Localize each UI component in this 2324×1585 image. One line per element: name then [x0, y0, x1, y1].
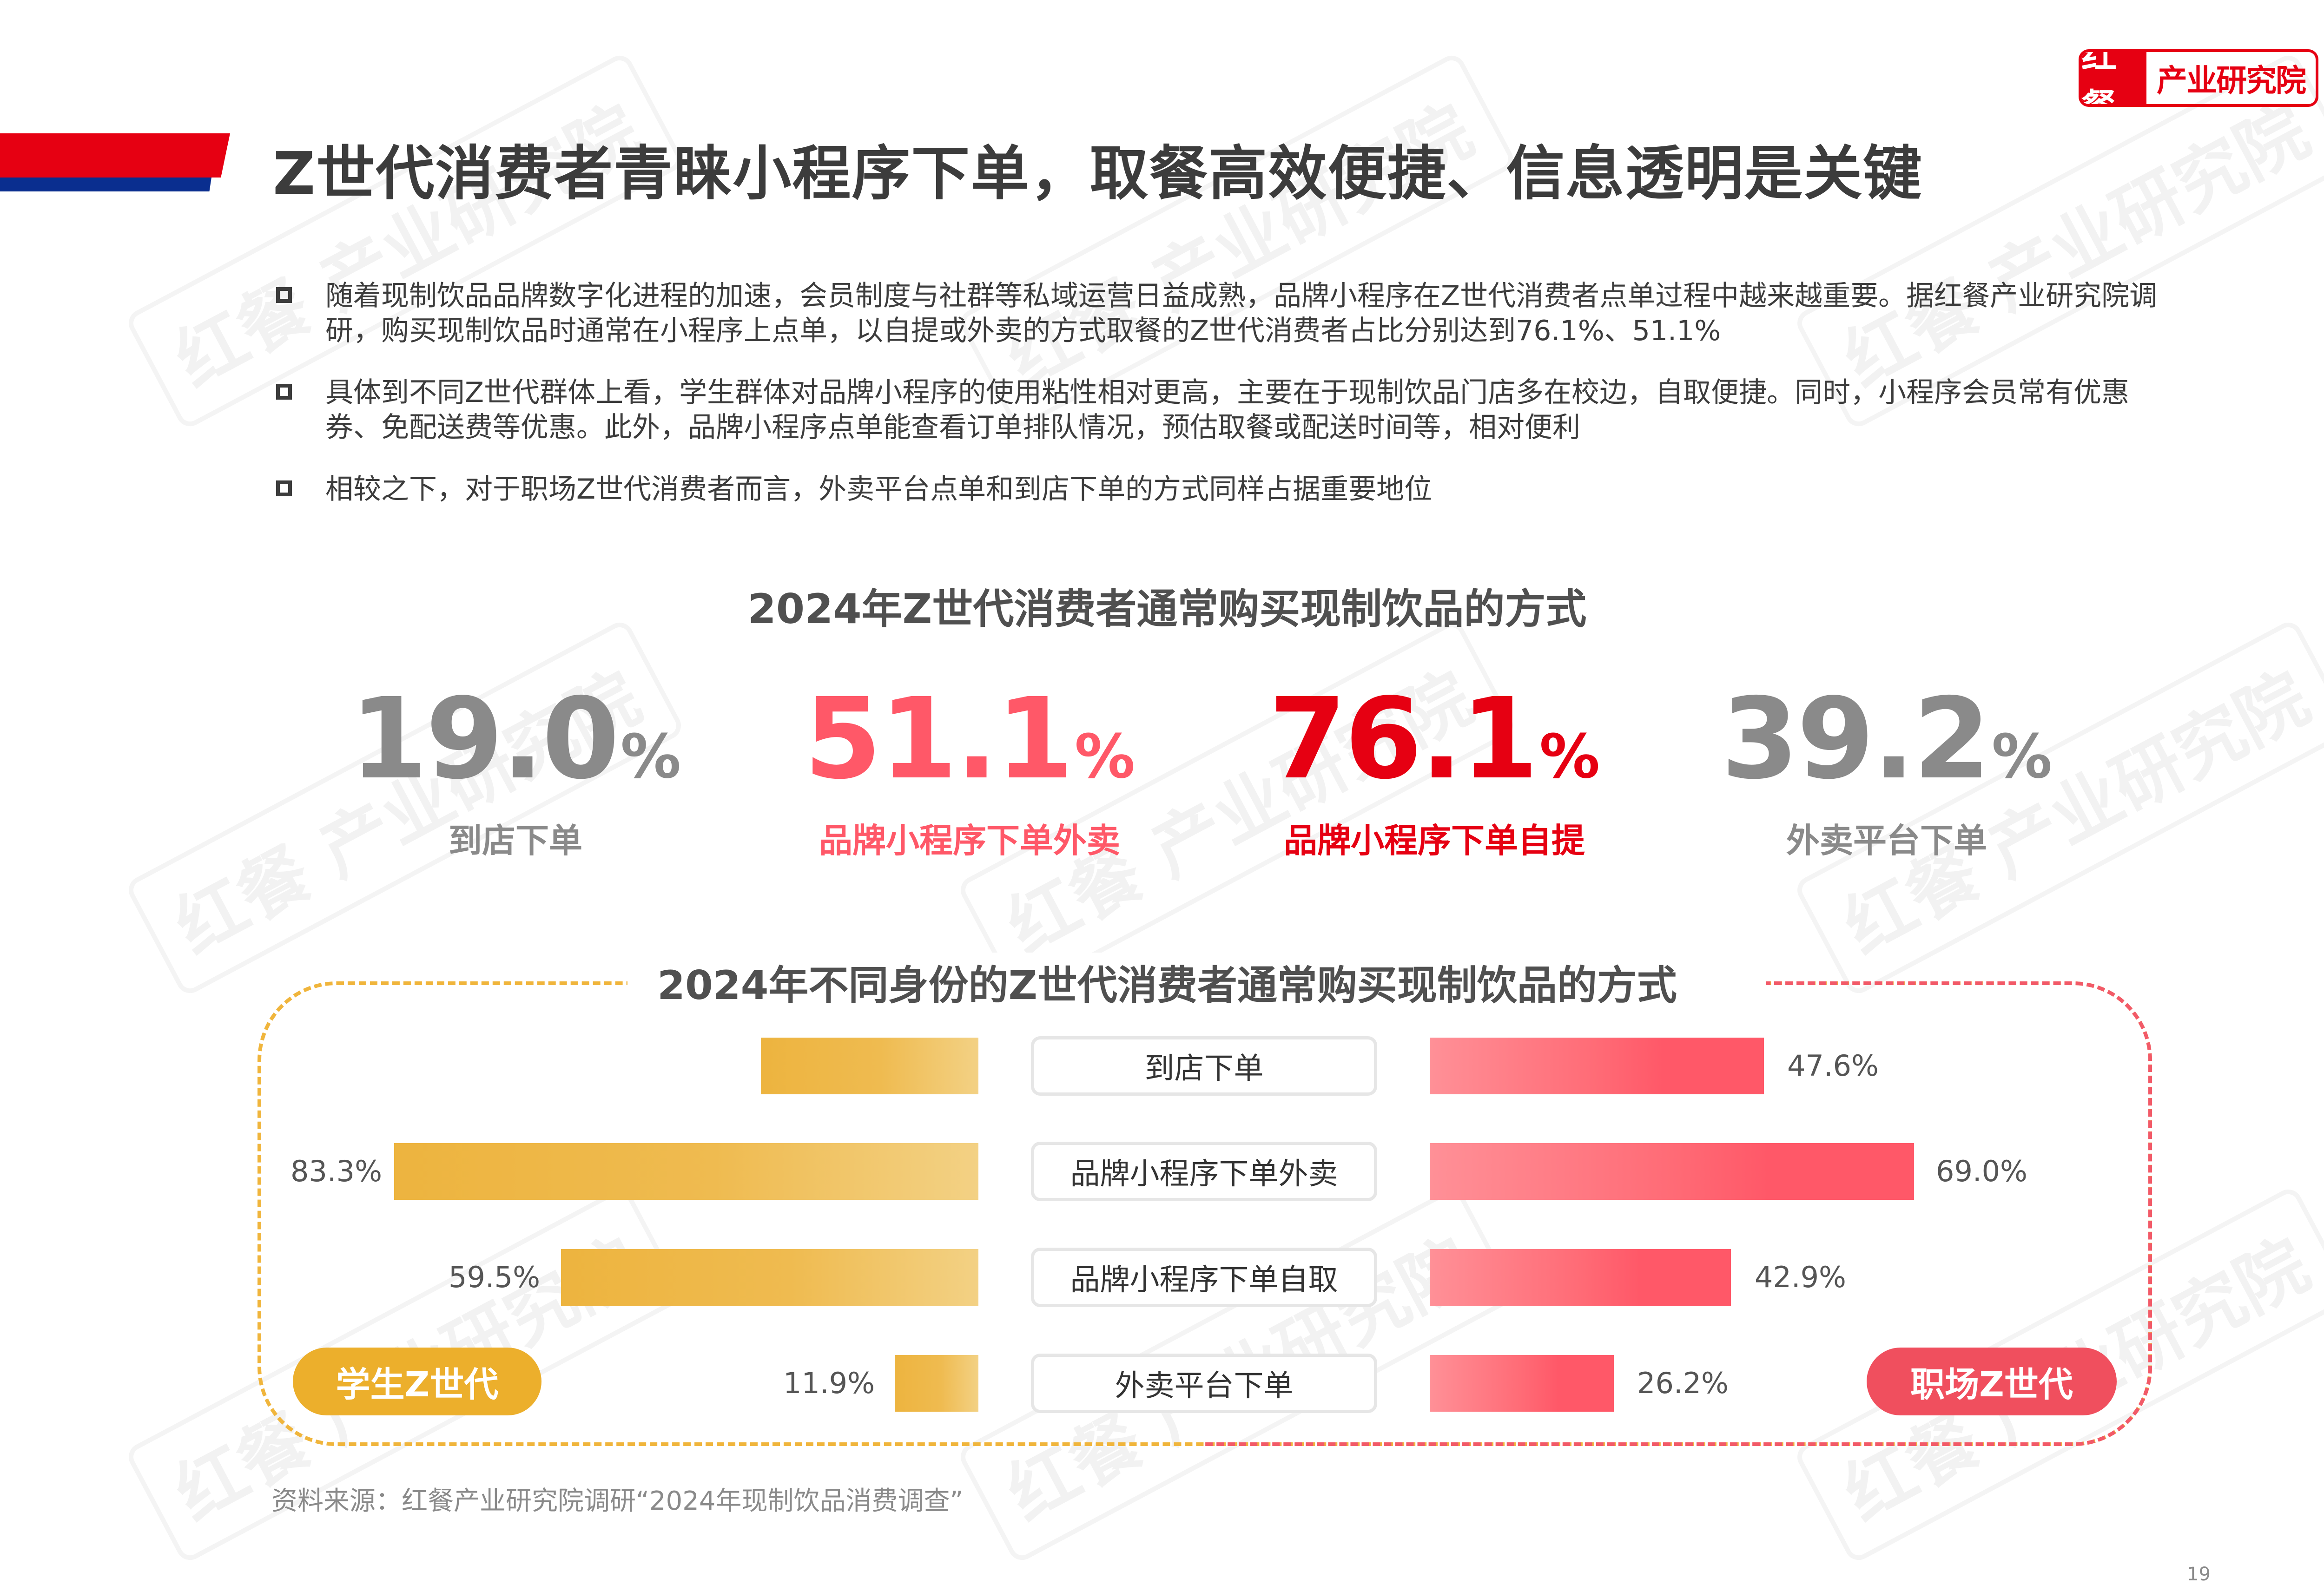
page-number: 19: [2187, 1564, 2211, 1585]
student-bar: [561, 1249, 978, 1306]
student-value: 83.3%: [290, 1154, 382, 1188]
square-bullet-icon: [276, 480, 292, 496]
bullet-text: 随着现制饮品品牌数字化进程的加速，会员制度与社群等私域运营日益成熟，品牌小程序在…: [325, 280, 2158, 347]
worker-value: 26.2%: [1637, 1366, 1729, 1400]
worker-bar: [1430, 1355, 1614, 1412]
stats-chart-title: 2024年Z世代消费者通常购买现制饮品的方式: [747, 585, 1587, 633]
comparison-row: 11.9% 外卖平台下单 26.2%: [0, 1354, 2324, 1413]
comparison-chart-title: 2024年不同身份的Z世代消费者通常购买现制饮品的方式: [657, 962, 1677, 1009]
stat-value-line: 76.1%: [1225, 683, 1644, 795]
student-value: 59.5%: [449, 1260, 540, 1294]
bullet-list: 随着现制饮品品牌数字化进程的加速，会员制度与社群等私域运营日益成熟，品牌小程序在…: [276, 279, 2159, 534]
worker-value: 69.0%: [1936, 1154, 2027, 1188]
header-accent-blue: [0, 178, 211, 191]
category-label: 到店下单: [1031, 1036, 1377, 1096]
student-bar: [761, 1038, 978, 1094]
stat-card: 51.1% 品牌小程序下单外卖: [760, 683, 1179, 862]
stat-percent: %: [1539, 721, 1600, 792]
logo-mark: 红餐: [2081, 52, 2146, 104]
bullet-item: 具体到不同Z世代群体上看，学生群体对品牌小程序的使用粘性相对更高，主要在于现制饮…: [276, 375, 2159, 445]
stat-value-line: 39.2%: [1677, 683, 2096, 795]
worker-bar: [1430, 1038, 1764, 1094]
worker-value: 42.9%: [1755, 1260, 1846, 1294]
category-label: 品牌小程序下单自取: [1031, 1248, 1377, 1307]
stat-label: 外卖平台下单: [1786, 821, 1987, 860]
stat-value-line: 51.1%: [760, 683, 1179, 795]
stat-card: 39.2% 外卖平台下单: [1677, 683, 2096, 862]
comparison-row: 59.5% 品牌小程序下单自取 42.9%: [0, 1248, 2324, 1307]
comparison-row: 31.0% 到店下单 47.6%: [0, 1036, 2324, 1096]
student-bar: [895, 1355, 978, 1412]
stat-value: 39.2: [1721, 674, 1991, 804]
square-bullet-icon: [276, 384, 292, 400]
bullet-text: 相较之下，对于职场Z世代消费者而言，外卖平台点单和到店下单的方式同样占据重要地位: [325, 473, 1433, 506]
stat-percent: %: [620, 721, 681, 792]
bullet-item: 相较之下，对于职场Z世代消费者而言，外卖平台点单和到店下单的方式同样占据重要地位: [276, 472, 2159, 507]
square-bullet-icon: [276, 287, 292, 303]
bullet-text: 具体到不同Z世代群体上看，学生群体对品牌小程序的使用粘性相对更高，主要在于现制饮…: [325, 376, 2130, 444]
student-bar: [394, 1143, 978, 1200]
stat-card: 19.0% 到店下单: [306, 683, 725, 862]
stat-value: 51.1: [804, 674, 1074, 804]
category-label: 品牌小程序下单外卖: [1031, 1142, 1377, 1201]
page-title: Z世代消费者青睐小程序下单，取餐高效便捷、信息透明是关键: [273, 139, 1923, 208]
stat-percent: %: [1991, 721, 2053, 792]
worker-legend-badge: 职场Z世代: [1867, 1348, 2117, 1415]
stat-label: 品牌小程序下单自提: [1283, 821, 1585, 860]
student-value: 11.9%: [783, 1366, 875, 1400]
brand-logo: 红餐 产业研究院: [2079, 49, 2318, 107]
stat-card: 76.1% 品牌小程序下单自提: [1225, 683, 1644, 862]
comparison-row: 83.3% 品牌小程序下单外卖 69.0%: [0, 1142, 2324, 1201]
stat-value: 19.0: [350, 674, 620, 804]
stat-value: 76.1: [1268, 674, 1538, 804]
comparison-title-backdrop: [627, 953, 1766, 1013]
source-note: 资料来源：红餐产业研究院调研“2024年现制饮品消费调查”: [271, 1486, 964, 1516]
stat-label: 品牌小程序下单外卖: [819, 821, 1120, 860]
stat-value-line: 19.0%: [306, 683, 725, 795]
worker-bar: [1430, 1143, 1914, 1200]
logo-text: 产业研究院: [2157, 63, 2306, 99]
worker-value: 47.6%: [1787, 1049, 1879, 1083]
worker-bar: [1430, 1249, 1731, 1306]
stat-label: 到店下单: [448, 821, 582, 860]
header-accent-red: [0, 133, 230, 178]
student-legend-badge: 学生Z世代: [293, 1348, 541, 1415]
stat-percent: %: [1074, 721, 1136, 792]
category-label: 外卖平台下单: [1031, 1354, 1377, 1413]
bullet-item: 随着现制饮品品牌数字化进程的加速，会员制度与社群等私域运营日益成熟，品牌小程序在…: [276, 279, 2159, 349]
